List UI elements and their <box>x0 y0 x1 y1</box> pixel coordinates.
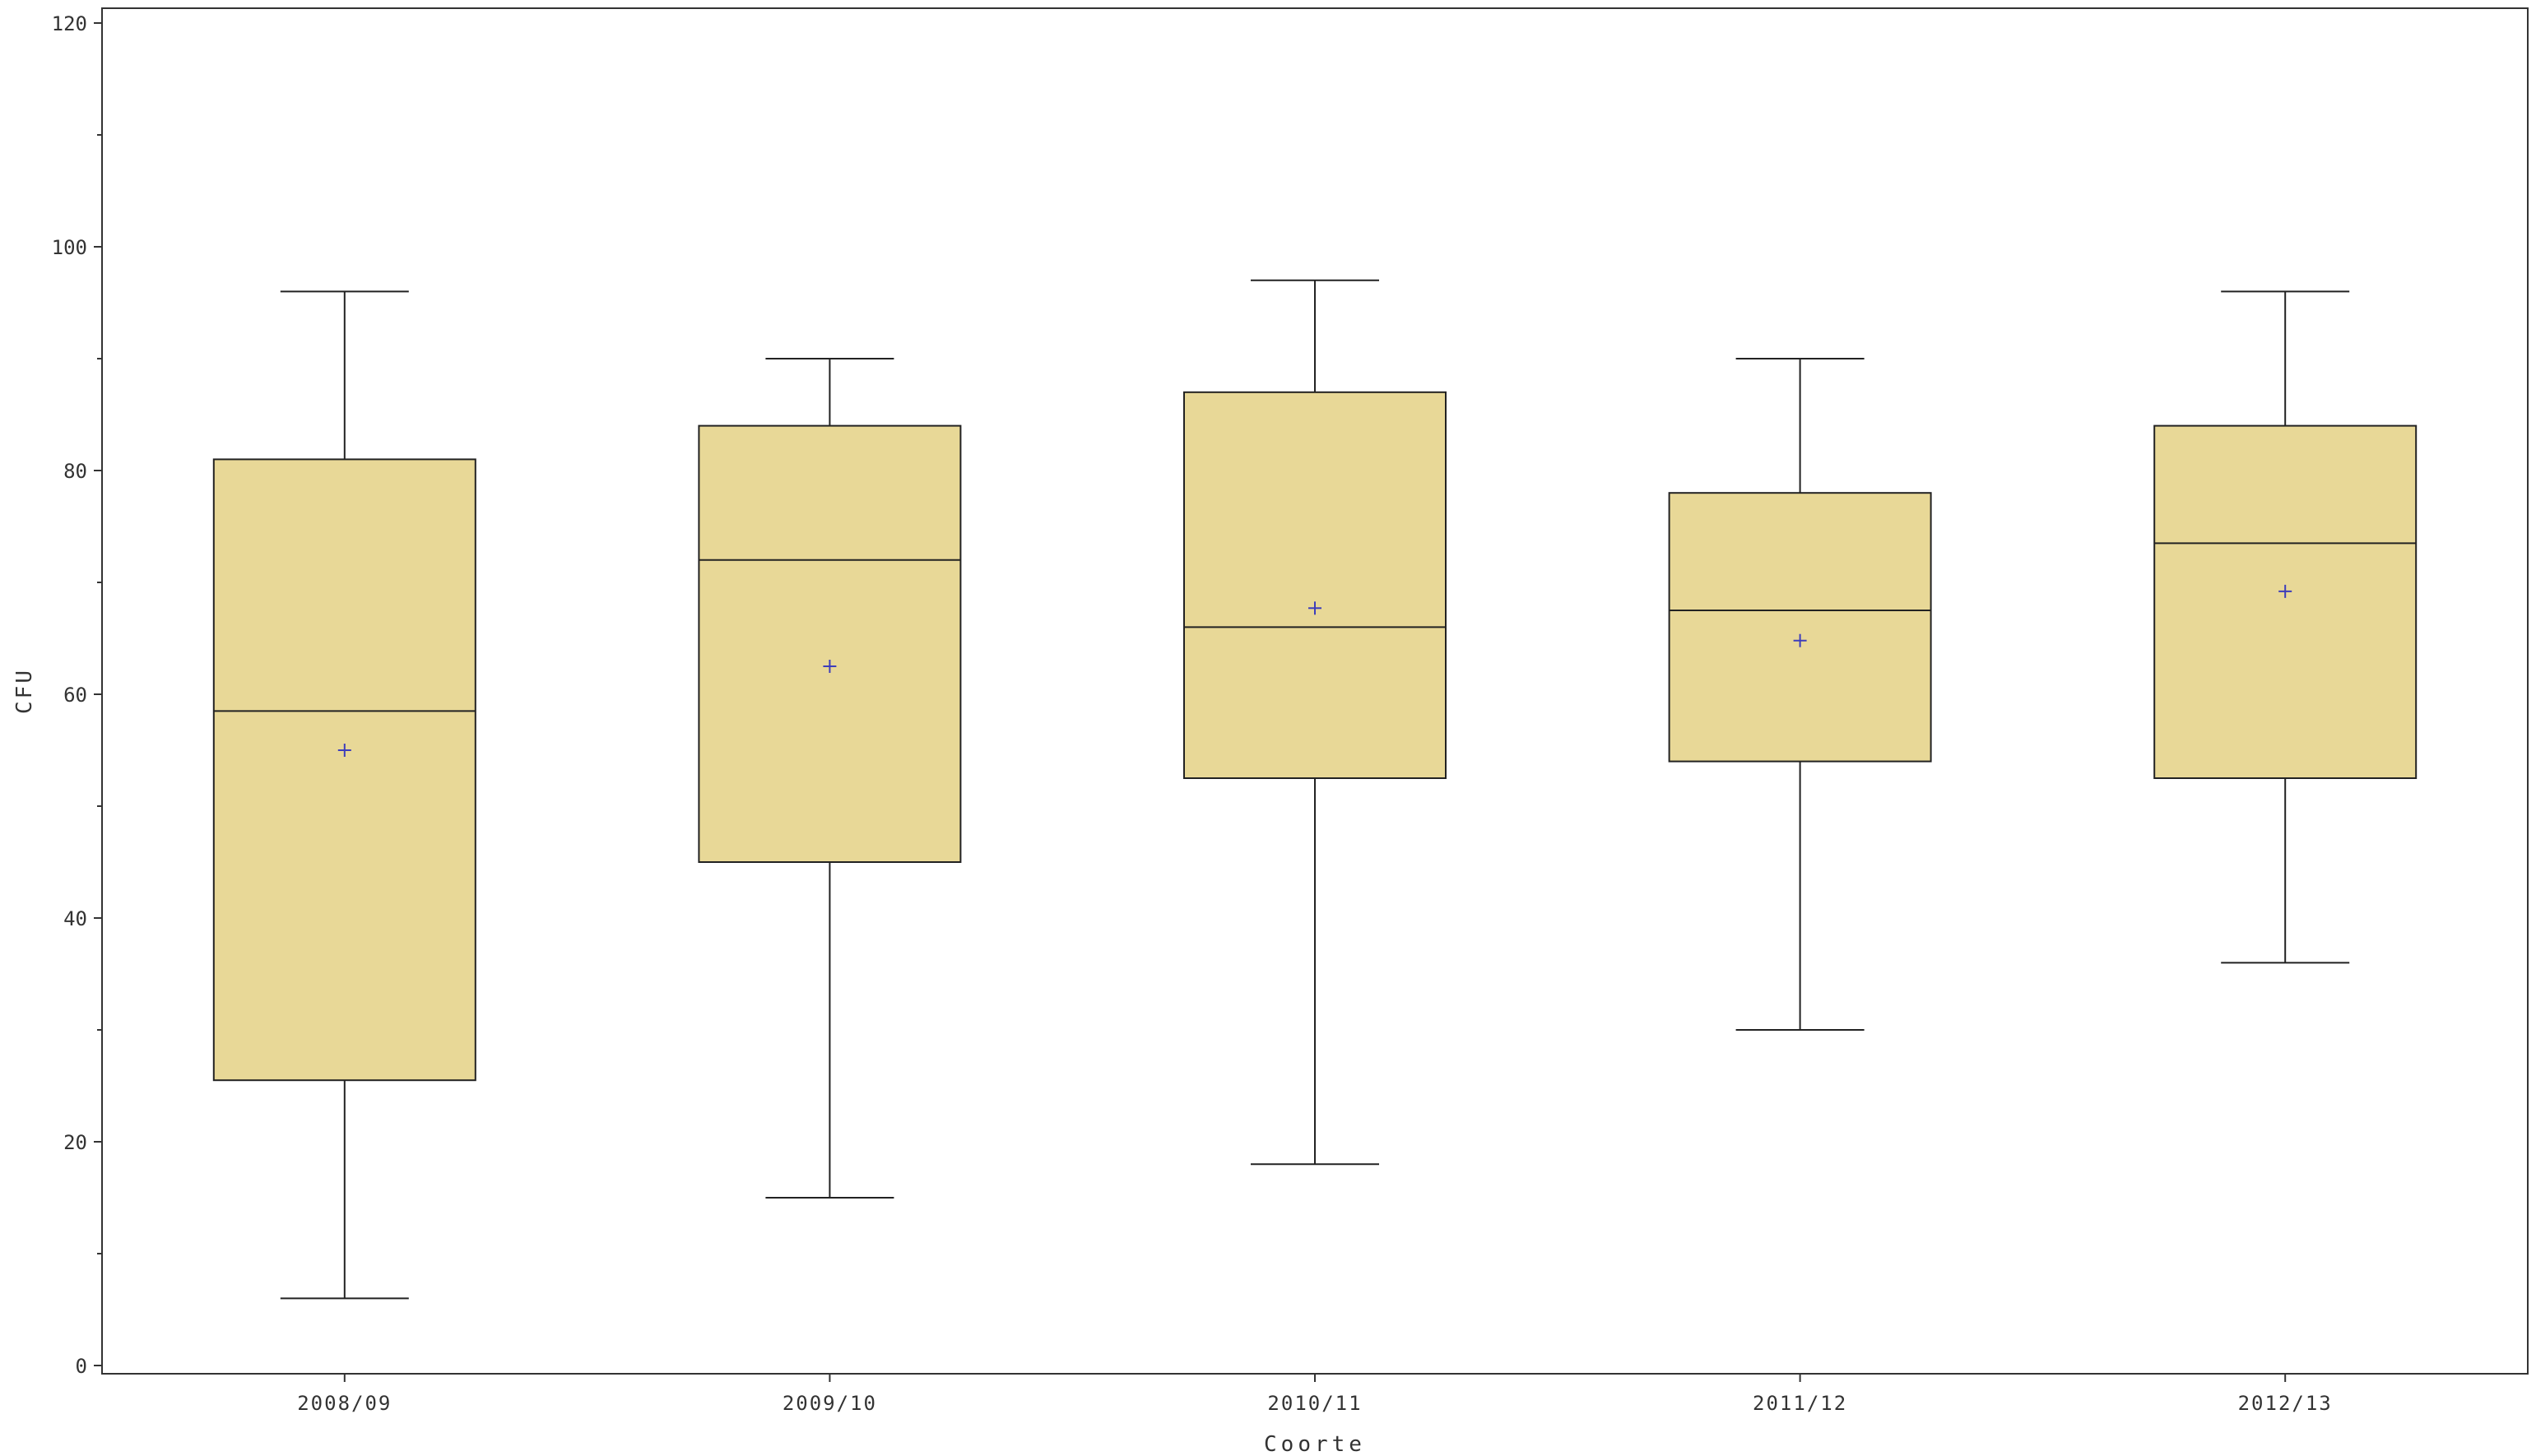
box-2010-11 <box>1183 279 1447 1166</box>
y-tick-label: 120 <box>52 12 87 35</box>
x-tick-label: 2008/09 <box>297 1392 392 1415</box>
y-axis: 0 20 40 60 80 100 120 <box>52 12 102 1378</box>
y-tick-label: 40 <box>63 907 87 930</box>
iqr-box <box>1668 492 1932 763</box>
boxes <box>212 279 2418 1300</box>
x-tick-label: 2011/12 <box>1753 1392 1847 1415</box>
mean-marker <box>337 744 351 757</box>
y-tick-label: 80 <box>63 460 87 483</box>
y-tick-label: 20 <box>63 1131 87 1154</box>
y-tick-label: 60 <box>63 684 87 707</box>
mean-marker <box>1308 601 1321 615</box>
mean-marker <box>823 660 837 673</box>
x-axis-title: Coorte <box>1264 1432 1366 1456</box>
iqr-box <box>2153 424 2418 779</box>
iqr-box <box>1183 391 1447 779</box>
box-2011-12 <box>1668 358 1932 1031</box>
box-2008-09 <box>212 290 476 1300</box>
x-tick-label: 2009/10 <box>783 1392 877 1415</box>
box-2012-13 <box>2153 290 2418 964</box>
iqr-box <box>698 424 962 863</box>
y-tick-label: 0 <box>76 1355 87 1378</box>
x-tick-label: 2012/13 <box>2238 1392 2333 1415</box>
box-2009-10 <box>698 358 962 1199</box>
mean-marker <box>2278 584 2292 598</box>
iqr-box <box>212 458 476 1082</box>
mean-marker <box>1793 633 1807 647</box>
y-axis-title: CFU <box>12 668 37 714</box>
y-tick-label: 100 <box>52 236 87 259</box>
x-axis: 2008/09 2009/10 2010/11 2011/12 2012/13 <box>297 1374 2333 1415</box>
x-tick-label: 2010/11 <box>1267 1392 1362 1415</box>
